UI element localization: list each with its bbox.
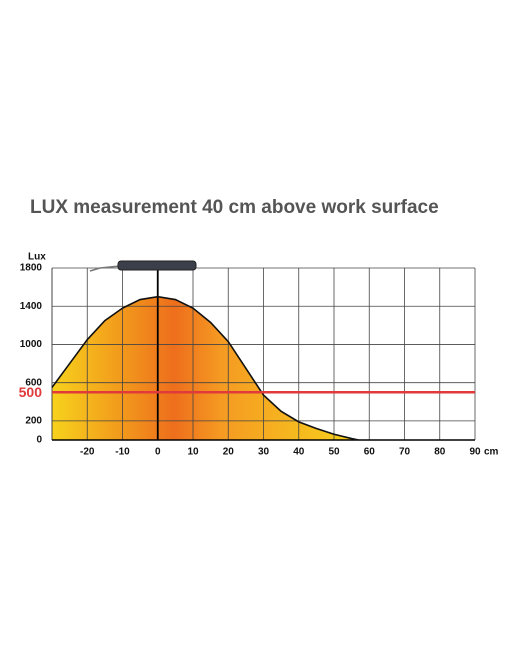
- x-tick-label: 0: [155, 447, 161, 458]
- chart-title: LUX measurement 40 cm above work surface: [30, 197, 439, 218]
- y-axis-label: Lux: [28, 252, 46, 263]
- lamp: [89, 260, 197, 272]
- y-tick-label: 1400: [20, 301, 43, 312]
- x-tick-label: 70: [399, 447, 411, 458]
- x-tick-label: 40: [293, 447, 305, 458]
- y-tick-label: 1800: [20, 263, 43, 274]
- y-tick-label: 1000: [20, 339, 43, 350]
- x-tick-label: 50: [328, 447, 340, 458]
- y-tick-label: 200: [25, 416, 42, 427]
- x-tick-label: -10: [115, 447, 130, 458]
- area: [52, 296, 359, 440]
- x-tick-label: 20: [223, 447, 235, 458]
- x-tick-label: 10: [187, 447, 199, 458]
- y-tick-label: 0: [36, 435, 42, 446]
- x-tick-label: 60: [364, 447, 376, 458]
- reference-label: 500: [19, 384, 43, 400]
- y-tick-label: 600: [25, 377, 42, 388]
- x-axis-label: cm: [484, 447, 499, 458]
- x-tick-label: 30: [258, 447, 270, 458]
- line: [51, 295, 359, 441]
- x-tick-label: 90: [469, 447, 481, 458]
- x-tick-label: -20: [80, 447, 95, 458]
- x-tick-label: 80: [434, 447, 446, 458]
